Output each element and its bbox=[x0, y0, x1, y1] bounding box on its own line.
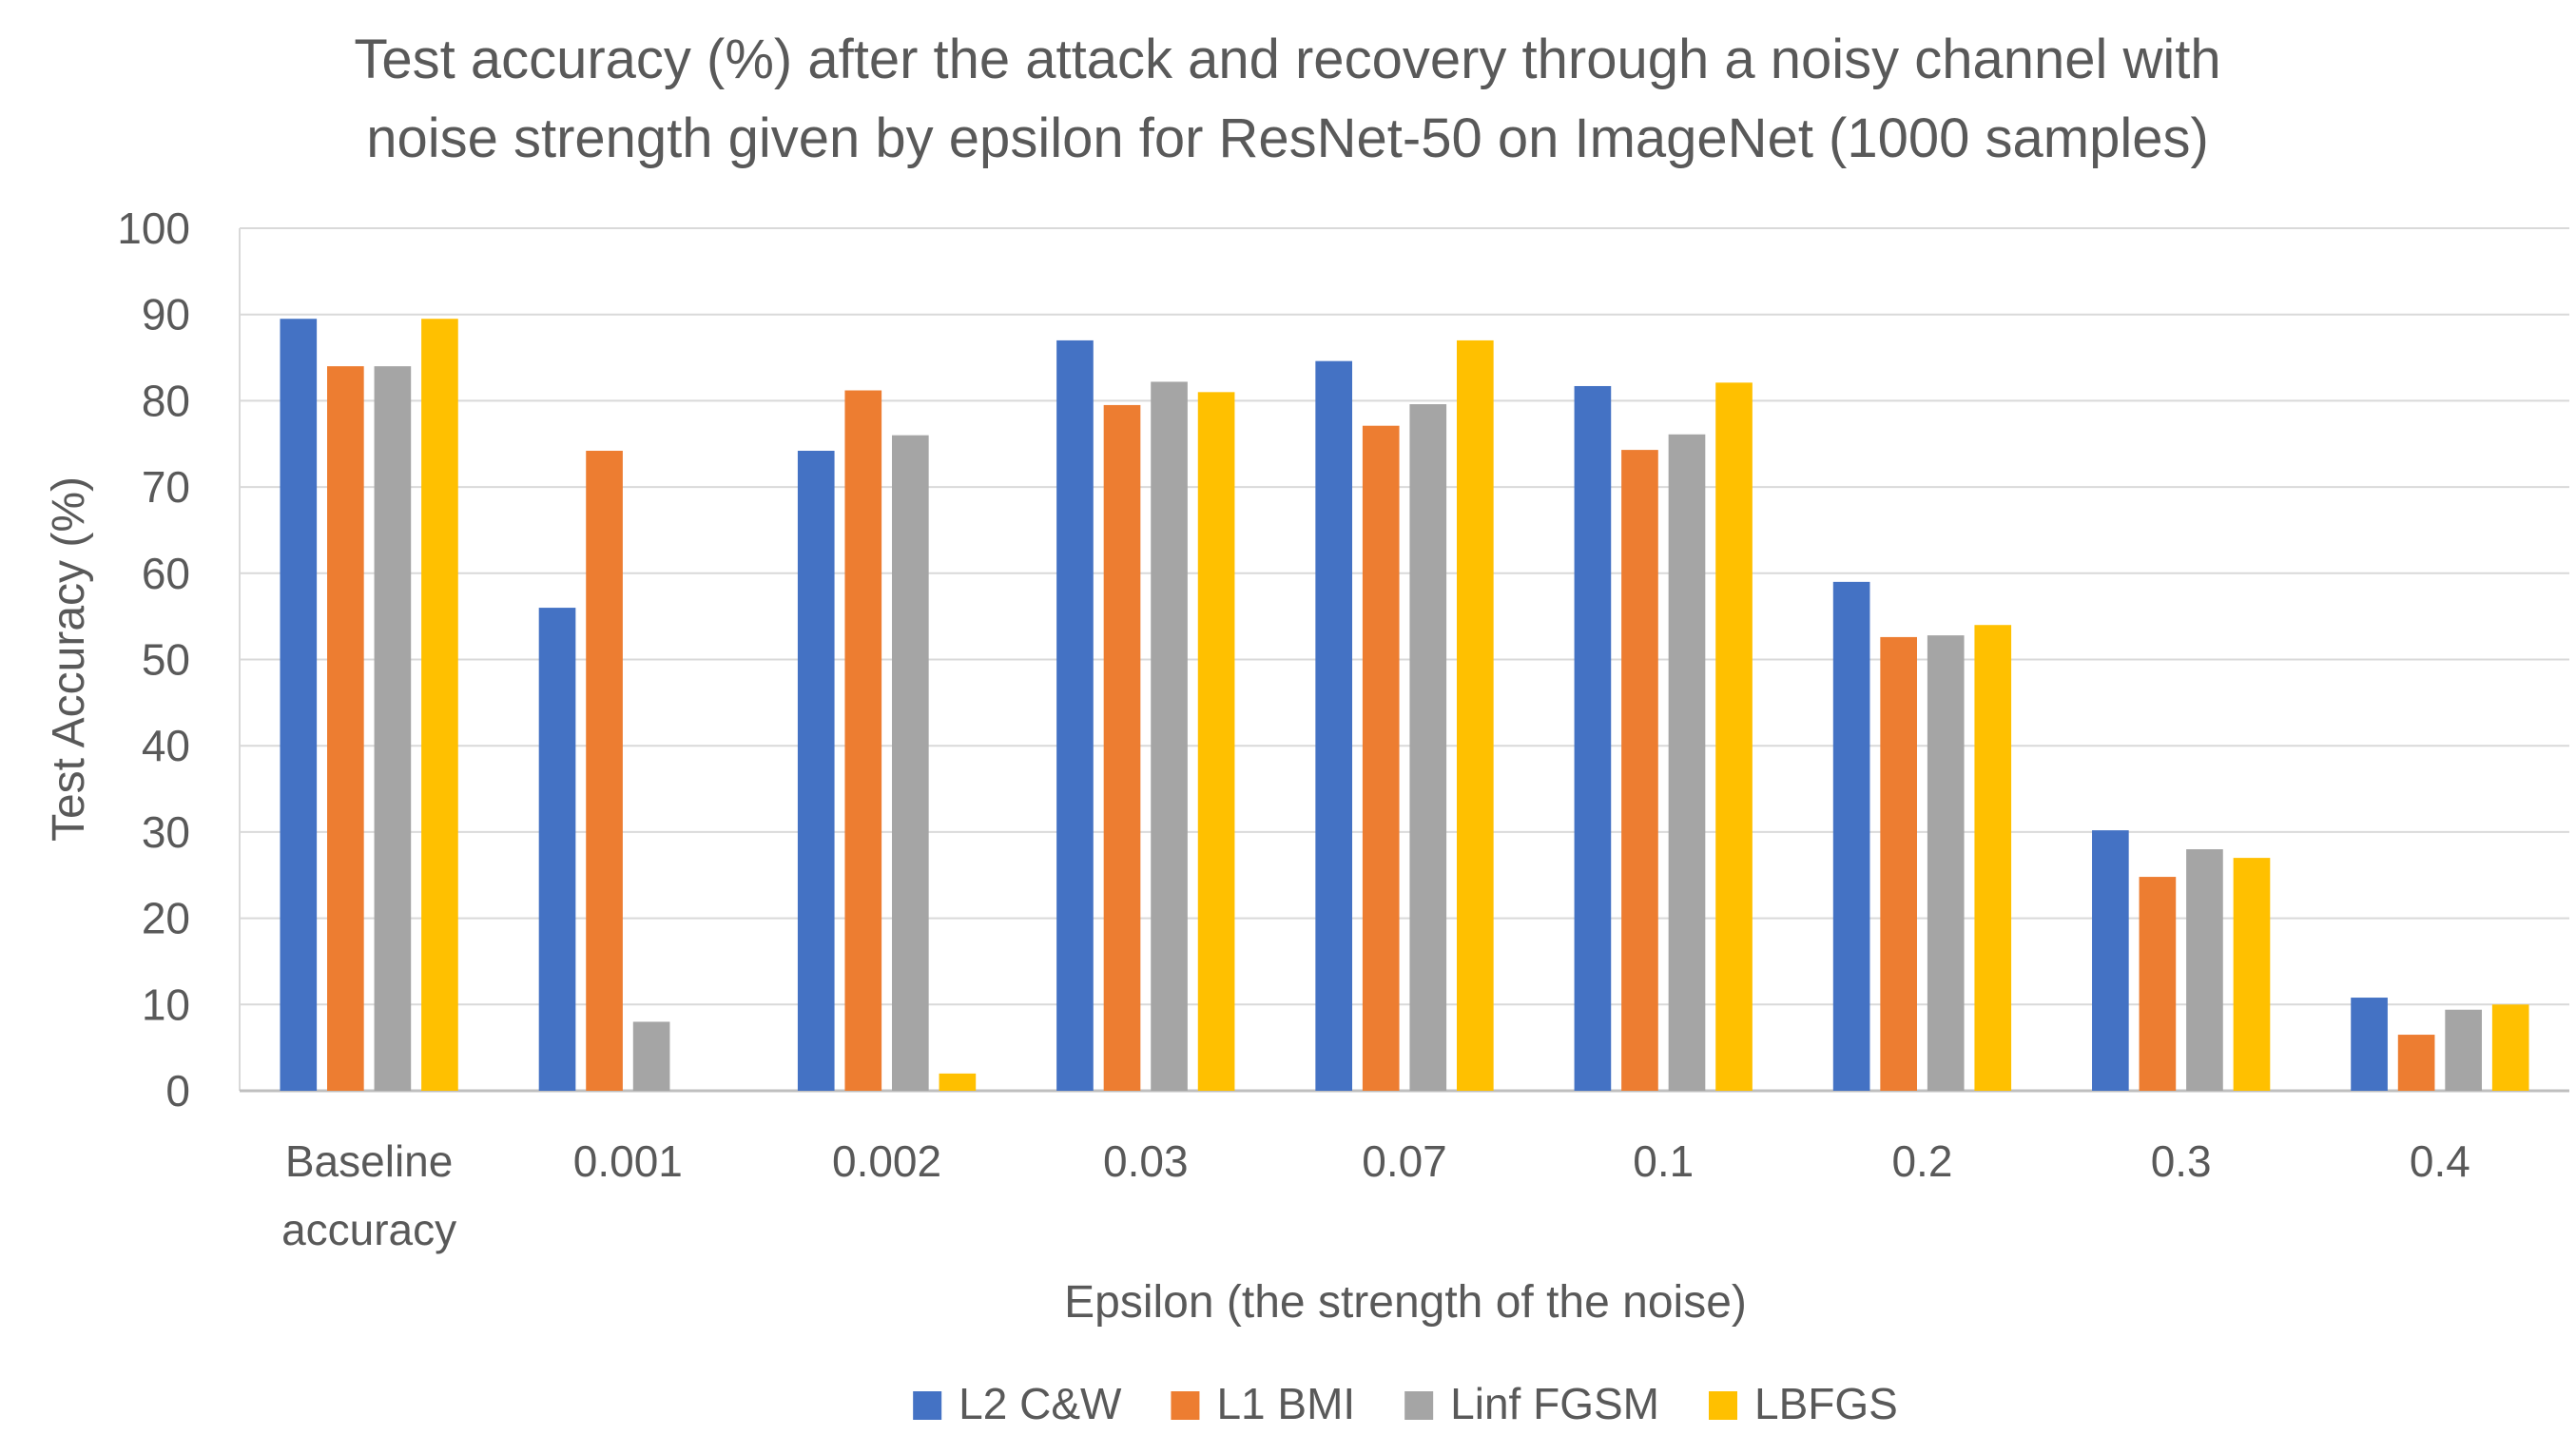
bar bbox=[1103, 404, 1141, 1091]
x-axis-label: Epsilon (the strength of the noise) bbox=[1064, 1277, 1747, 1328]
legend-item: Linf FGSM bbox=[1404, 1379, 1659, 1428]
bar bbox=[1056, 340, 1094, 1091]
bar bbox=[1456, 340, 1494, 1091]
bar bbox=[1315, 360, 1353, 1092]
legend-label: L2 C&W bbox=[959, 1379, 1122, 1428]
chart-title-line-2: noise strength given by epsilon for ResN… bbox=[366, 107, 2209, 169]
x-tick-label: 0.03 bbox=[1103, 1136, 1189, 1186]
bar bbox=[2139, 877, 2177, 1091]
bar bbox=[327, 366, 364, 1091]
y-tick-label: 80 bbox=[142, 376, 190, 425]
bar bbox=[1927, 635, 1965, 1091]
legend-label: L1 BMI bbox=[1216, 1379, 1355, 1428]
bar bbox=[1621, 450, 1658, 1091]
bar bbox=[374, 366, 412, 1091]
y-axis-tick-labels: 0 10 20 30 40 50 60 70 80 90 100 bbox=[117, 204, 190, 1116]
bar bbox=[2233, 858, 2271, 1091]
y-tick-label: 40 bbox=[142, 721, 190, 770]
x-tick-label: 0.002 bbox=[832, 1136, 941, 1186]
legend-swatch bbox=[1404, 1391, 1434, 1420]
bar bbox=[1197, 392, 1235, 1092]
x-tick-label: 0.1 bbox=[1633, 1136, 1694, 1186]
bar bbox=[1574, 385, 1612, 1092]
legend-swatch bbox=[1709, 1391, 1737, 1420]
legend-label: Linf FGSM bbox=[1450, 1379, 1659, 1428]
x-tick-label: 0.3 bbox=[2151, 1136, 2212, 1186]
x-axis-tick-labels: Baseline accuracy 0.001 0.002 0.03 0.07 0.1 0.2… bbox=[281, 1136, 2470, 1254]
legend-item: L1 BMI bbox=[1171, 1379, 1355, 1428]
bar bbox=[2351, 998, 2388, 1091]
y-tick-label: 90 bbox=[142, 290, 190, 340]
legend-item: L2 C&W bbox=[913, 1379, 1122, 1428]
bars bbox=[280, 319, 2529, 1092]
bar bbox=[1880, 636, 1917, 1091]
y-tick-label: 30 bbox=[142, 807, 190, 857]
bar bbox=[844, 390, 882, 1091]
bar bbox=[1409, 404, 1447, 1091]
legend-swatch bbox=[1171, 1391, 1200, 1420]
bar bbox=[2397, 1035, 2435, 1091]
x-tick-label: 0.07 bbox=[1362, 1136, 1447, 1186]
y-tick-label: 70 bbox=[142, 462, 190, 512]
x-tick-label: 0.4 bbox=[2410, 1136, 2470, 1186]
bar bbox=[2445, 1009, 2482, 1091]
bar bbox=[1151, 381, 1188, 1091]
bar bbox=[632, 1021, 670, 1091]
bar bbox=[1715, 382, 1753, 1091]
x-tick-label: 0.001 bbox=[573, 1136, 683, 1186]
y-tick-label: 20 bbox=[142, 894, 190, 943]
y-tick-label: 60 bbox=[142, 549, 190, 598]
x-tick-label: Baseline bbox=[285, 1136, 453, 1186]
x-tick-label: accuracy bbox=[281, 1205, 456, 1254]
legend: L2 C&W L1 BMI Linf FGSM LBFGS bbox=[913, 1379, 1898, 1428]
bar bbox=[2092, 830, 2129, 1091]
y-axis-label: Test Accuracy (%) bbox=[44, 476, 94, 842]
bar bbox=[280, 319, 318, 1091]
bar bbox=[2491, 1004, 2529, 1091]
legend-item: LBFGS bbox=[1709, 1379, 1898, 1428]
bar bbox=[2186, 849, 2223, 1091]
legend-label: LBFGS bbox=[1754, 1379, 1898, 1428]
y-tick-label: 10 bbox=[142, 980, 190, 1029]
y-tick-label: 100 bbox=[117, 204, 190, 253]
y-tick-label: 0 bbox=[165, 1066, 190, 1116]
bar bbox=[892, 435, 929, 1091]
bar bbox=[1832, 581, 1870, 1091]
chart-title-line-1: Test accuracy (%) after the attack and r… bbox=[354, 29, 2220, 90]
legend-swatch bbox=[913, 1391, 942, 1420]
gridlines bbox=[239, 227, 2569, 1093]
bar bbox=[1668, 434, 1706, 1091]
bar bbox=[1974, 625, 2012, 1091]
bar bbox=[1362, 425, 1400, 1091]
bar bbox=[538, 608, 576, 1091]
bar bbox=[586, 451, 623, 1092]
y-tick-label: 50 bbox=[142, 635, 190, 685]
bar bbox=[939, 1073, 977, 1091]
bar bbox=[421, 319, 458, 1091]
bar bbox=[797, 451, 835, 1092]
x-tick-label: 0.2 bbox=[1891, 1136, 1952, 1186]
